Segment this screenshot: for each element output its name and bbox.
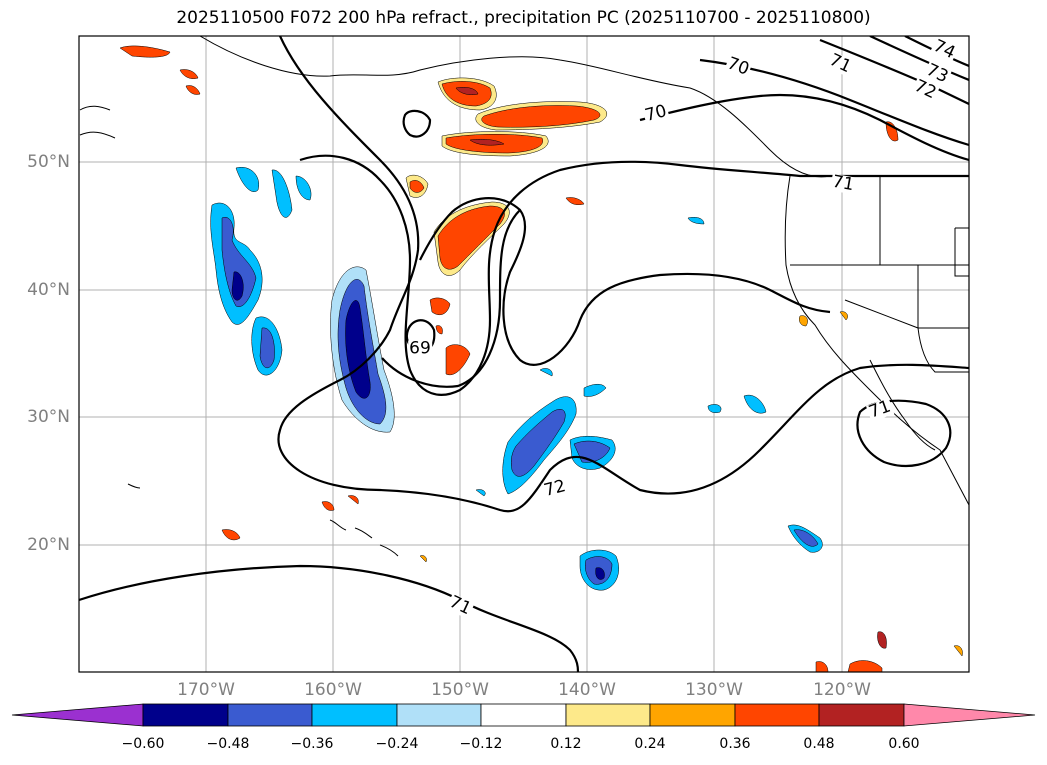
refractivity-contours	[79, 36, 969, 672]
colorbar-tick: −0.36	[290, 736, 334, 752]
colorbar-box	[565, 703, 651, 727]
colorbar-box	[734, 703, 820, 727]
map-frame	[78, 35, 970, 673]
lat-label-20n: 20°N	[27, 535, 70, 555]
positive-precip-shading	[119, 45, 963, 672]
lon-label-140w: 140°W	[558, 680, 616, 700]
colorbar-extend-high	[903, 703, 1036, 727]
colorbar-tick: 0.48	[803, 736, 835, 752]
lon-label-160w: 160°W	[304, 680, 362, 700]
lon-label-130w: 130°W	[685, 680, 743, 700]
lon-label-120w: 120°W	[813, 680, 871, 700]
colorbar-box	[396, 703, 482, 727]
contour-label: 71	[829, 171, 857, 196]
colorbar-tick: −0.12	[459, 736, 503, 752]
colorbar-tick: 0.36	[719, 736, 751, 752]
negative-precip-shading	[210, 166, 823, 591]
colorbar-box	[142, 703, 229, 727]
colorbar-tick: −0.60	[121, 736, 165, 752]
colorbar-tick: −0.48	[206, 736, 250, 752]
lon-label-150w: 150°W	[431, 680, 489, 700]
colorbar-box	[649, 703, 736, 727]
lat-label-30n: 30°N	[27, 407, 70, 427]
colorbar-box	[480, 703, 567, 727]
lon-label-170w: 170°W	[177, 680, 235, 700]
colorbar-tick: 0.24	[634, 736, 666, 752]
lat-label-50n: 50°N	[27, 152, 70, 172]
colorbar	[11, 703, 1036, 727]
colorbar-tick: −0.24	[375, 736, 419, 752]
lat-label-40n: 40°N	[27, 280, 70, 300]
colorbar-box	[227, 703, 313, 727]
map-title: 2025110500 F072 200 hPa refract., precip…	[176, 8, 871, 28]
contour-label: 69	[408, 338, 432, 359]
colorbar-box	[311, 703, 398, 727]
colorbar-tick: 0.12	[550, 736, 582, 752]
colorbar-tick: 0.60	[888, 736, 920, 752]
coastlines	[79, 36, 969, 557]
colorbar-box	[818, 703, 905, 727]
colorbar-extend-low	[11, 703, 144, 727]
